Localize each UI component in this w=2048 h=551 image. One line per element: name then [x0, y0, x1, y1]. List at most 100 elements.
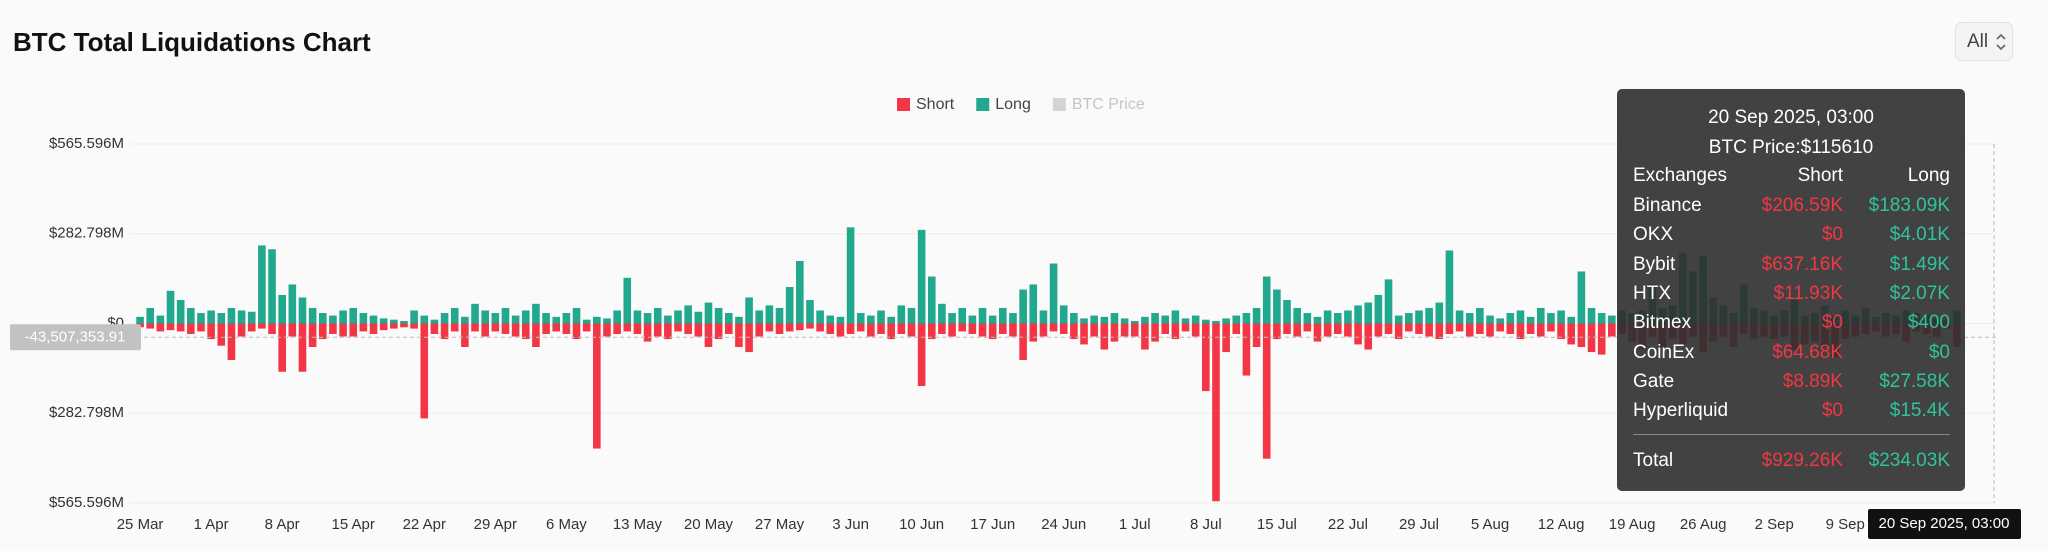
x-tick-label: 29 Apr	[474, 516, 517, 533]
bar	[1597, 313, 1606, 324]
bar	[1080, 318, 1088, 324]
bar	[1202, 319, 1210, 324]
bar	[745, 297, 753, 324]
bar	[1161, 323, 1170, 334]
bar	[136, 316, 144, 324]
bar	[1262, 323, 1271, 459]
bar	[735, 316, 743, 324]
bar	[1415, 310, 1423, 324]
bar	[1567, 323, 1576, 345]
bar	[613, 323, 621, 334]
range-select-label: All	[1967, 31, 1989, 52]
bar	[643, 313, 652, 324]
bar	[785, 287, 794, 324]
bar	[552, 323, 561, 332]
bar	[593, 323, 601, 449]
bar	[187, 307, 195, 324]
bar	[1577, 323, 1586, 347]
tooltip-title: 20 Sep 2025, 03:00	[1708, 107, 1874, 128]
bar	[258, 323, 266, 329]
bar	[1374, 323, 1383, 337]
bar	[1587, 323, 1596, 353]
bar	[1009, 323, 1017, 337]
bar	[867, 323, 875, 337]
bar	[1384, 279, 1393, 324]
x-tick-label: 15 Apr	[332, 516, 375, 533]
bar	[1405, 313, 1413, 324]
bar	[1384, 323, 1393, 334]
bar	[308, 307, 317, 324]
bar	[1547, 313, 1555, 324]
bar	[501, 307, 510, 324]
x-tick-label: 2 Sep	[1755, 516, 1794, 533]
tooltip-header: Long	[1907, 165, 1950, 186]
bar	[1476, 323, 1484, 334]
bar	[603, 323, 611, 337]
bar	[1171, 310, 1180, 324]
bar	[146, 323, 155, 329]
bar	[511, 315, 520, 324]
bar	[775, 307, 784, 324]
tooltip-cell: Gate	[1633, 370, 1675, 392]
tooltip-total: $234.03K	[1868, 450, 1950, 471]
bar	[1039, 323, 1048, 337]
bar	[1344, 323, 1352, 337]
tooltip-price: BTC Price:$115610	[1708, 137, 1874, 158]
bar	[298, 297, 307, 324]
tooltip-cell: $1.49K	[1889, 253, 1950, 275]
bar	[237, 310, 246, 324]
bar	[278, 323, 286, 372]
bar	[623, 277, 632, 324]
bar	[349, 323, 358, 337]
bar	[176, 323, 185, 332]
bar	[247, 323, 256, 332]
range-select[interactable]: All	[1955, 22, 2013, 61]
bar	[856, 313, 865, 324]
bar	[846, 227, 855, 324]
bar	[146, 307, 155, 324]
bar	[471, 323, 479, 332]
chevron-icon	[1996, 33, 2006, 51]
bar	[1313, 316, 1322, 324]
bar	[796, 323, 804, 331]
bar	[1435, 302, 1444, 324]
bar	[268, 323, 276, 334]
bar	[846, 323, 855, 334]
bar	[1455, 310, 1464, 324]
bar	[816, 310, 824, 324]
bar	[461, 316, 469, 324]
bar	[684, 323, 692, 334]
bar	[450, 307, 459, 324]
bar	[207, 323, 215, 340]
bar	[907, 307, 916, 324]
x-tick-label: 26 Aug	[1680, 516, 1727, 533]
bar	[1191, 315, 1200, 324]
bar	[1019, 323, 1027, 360]
x-tick-label: 8 Apr	[265, 516, 300, 533]
bar	[785, 323, 794, 332]
bar	[1597, 323, 1606, 355]
legend-swatch	[1052, 98, 1066, 111]
x-tick-label: 15 Jul	[1257, 516, 1297, 533]
bar	[664, 323, 672, 340]
crosshair-x-label: 20 Sep 2025, 03:00	[1879, 515, 2010, 532]
bar	[1405, 323, 1413, 332]
bar	[938, 303, 946, 324]
bar	[1161, 315, 1170, 324]
x-tick-label: 9 Sep	[1826, 516, 1865, 533]
bar	[1232, 323, 1241, 334]
bar	[1151, 323, 1159, 342]
bar	[349, 307, 358, 324]
tooltip-cell: $2.07K	[1889, 282, 1950, 304]
x-tick-label: 13 May	[613, 516, 663, 533]
bar	[1425, 323, 1433, 337]
bar	[1151, 313, 1159, 324]
bar	[217, 323, 226, 346]
tooltip-cell: OKX	[1633, 224, 1674, 246]
bar	[1212, 320, 1220, 324]
tooltip-cell: $27.58K	[1879, 370, 1950, 392]
bar	[1465, 313, 1474, 324]
bar	[1516, 323, 1525, 340]
bar	[978, 307, 987, 324]
